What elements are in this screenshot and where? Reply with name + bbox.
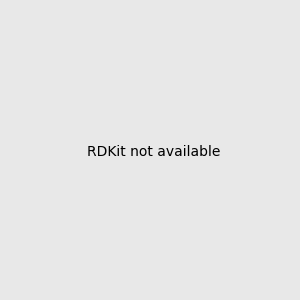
Text: RDKit not available: RDKit not available: [87, 145, 220, 158]
